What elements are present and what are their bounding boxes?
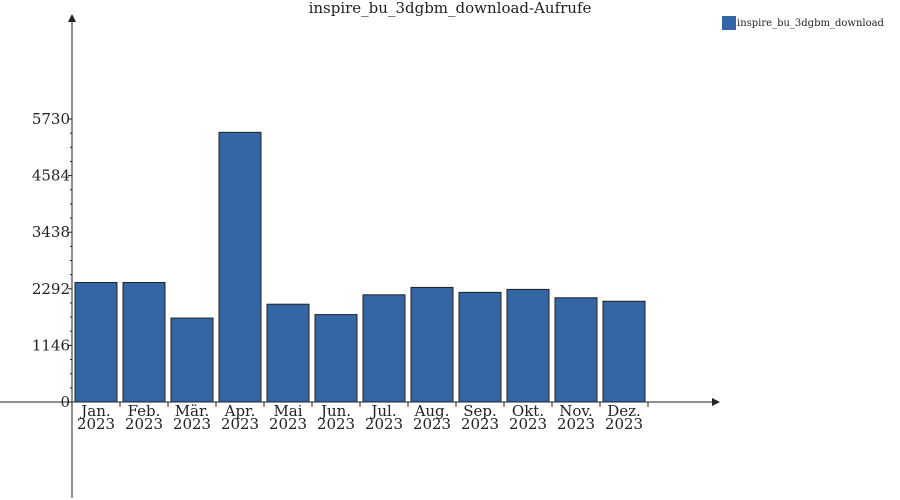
bar-feb	[122, 281, 166, 403]
bar-jun	[314, 314, 358, 403]
x-tick-label-month: Mai	[273, 402, 302, 420]
bar-nov	[554, 297, 598, 403]
y-tick-label: 1146	[32, 336, 70, 354]
x-tick-label-year: 2023	[269, 415, 307, 433]
x-tick-label-month: Okt.	[512, 402, 544, 420]
x-tick-labels: Jan.2023Feb.2023Mär.2023Apr.2023Mai2023J…	[71, 402, 649, 433]
x-tick-label-month: Jul.	[369, 402, 396, 420]
x-tick-label-year: 2023	[365, 415, 403, 433]
x-tick-label-month: Jan.	[79, 402, 110, 420]
bar-jul	[362, 294, 406, 403]
bar-mär	[170, 317, 214, 403]
x-axis-arrow	[712, 398, 720, 406]
y-tick-label: 4584	[32, 167, 70, 185]
legend: inspire_bu_3dgbm_download	[722, 16, 885, 30]
bar-sep	[458, 291, 502, 403]
y-tick-label: 0	[60, 393, 70, 411]
x-tick-label-month: Feb.	[128, 402, 161, 420]
x-tick-label-year: 2023	[557, 415, 595, 433]
x-tick-label-year: 2023	[125, 415, 163, 433]
x-tick-label-year: 2023	[77, 415, 115, 433]
x-tick-label-year: 2023	[461, 415, 499, 433]
bar-apr	[218, 131, 262, 403]
bar-dez	[602, 300, 646, 403]
x-tick-label-month: Dez.	[607, 402, 641, 420]
bars	[74, 131, 646, 403]
y-tick-label: 2292	[32, 280, 70, 298]
x-tick-label-month: Jun.	[319, 402, 351, 420]
legend-label: inspire_bu_3dgbm_download	[737, 18, 885, 29]
y-tick-label: 3438	[32, 223, 70, 241]
y-tick-label: 5730	[32, 110, 70, 128]
y-axis-arrow	[68, 14, 76, 22]
y-tick-labels: 0 1146 2292 3438 4584 5730	[32, 110, 72, 411]
x-tick-label-month: Aug.	[414, 402, 450, 420]
x-tick-label-year: 2023	[605, 415, 643, 433]
x-tick-label-year: 2023	[173, 415, 211, 433]
x-tick-label-year: 2023	[221, 415, 259, 433]
x-tick-label-month: Apr.	[224, 402, 256, 420]
bar-aug	[410, 286, 454, 403]
x-tick-label-year: 2023	[317, 415, 355, 433]
bar-mai	[266, 303, 310, 403]
bar-okt	[506, 288, 550, 403]
x-tick-label-month: Nov.	[559, 402, 593, 420]
bar-jan	[74, 281, 118, 403]
legend-swatch	[722, 16, 736, 30]
x-tick-label-year: 2023	[509, 415, 547, 433]
x-tick-label-year: 2023	[413, 415, 451, 433]
chart-title: inspire_bu_3dgbm_download-Aufrufe	[309, 0, 592, 17]
x-tick-label-month: Mär.	[175, 402, 210, 420]
x-tick-label-month: Sep.	[463, 402, 497, 420]
